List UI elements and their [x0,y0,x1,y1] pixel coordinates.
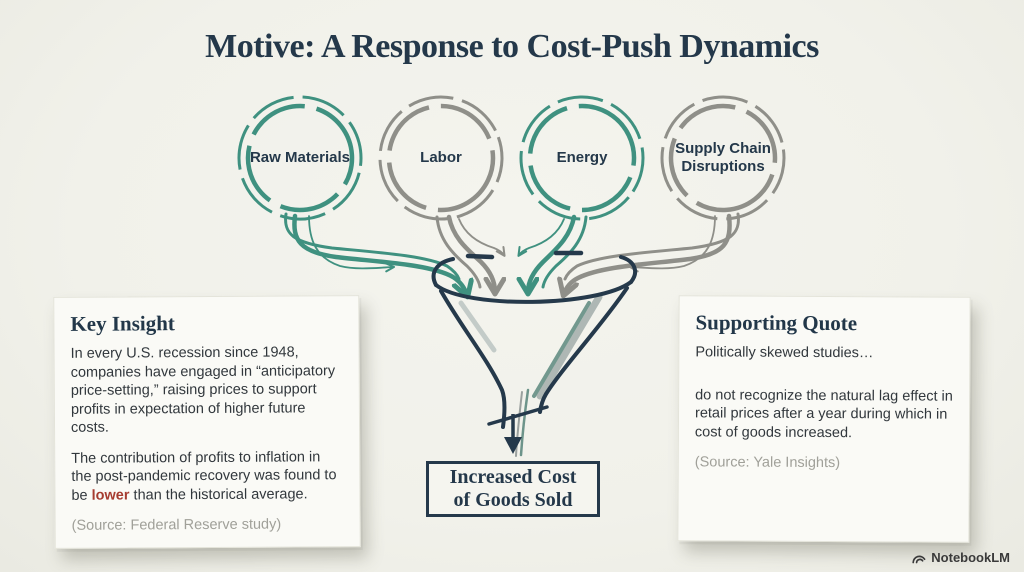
key-insight-source: (Source: Federal Reserve study) [71,516,282,535]
supporting-quote-paragraph-1: Politically skewed studies… [695,344,874,362]
supporting-quote-title: Supporting Quote [695,310,858,336]
funnel-input-labor: Labor [420,148,462,166]
key-insight-paragraph-2-end: than the historical average. [129,486,308,504]
supporting-quote-paragraph-2: do not recognize the natural lag effect … [694,386,953,441]
arrow-energy [519,214,588,292]
funnel-input-raw-materials: Raw Materials [249,148,351,166]
key-insight-paragraph-2: The contribution of profits to inflation… [71,448,343,505]
funnel-output-box: Increased Cost of Goods Sold [426,461,600,517]
key-insight-card: Key Insight In every U.S. recession sinc… [53,295,361,549]
arrow-labor [435,214,504,292]
circle-ring-energy [519,95,645,221]
circle-ring-labor [378,95,504,221]
arrow-supply-chain [564,212,740,294]
supporting-quote-card: Supporting Quote Politically skewed stud… [677,295,971,543]
key-insight-paragraph-1: In every U.S. recession since 1948, comp… [70,344,336,437]
supporting-quote-source: (Source: Yale Insights) [694,454,841,472]
notebooklm-label: NotebookLM [931,550,1010,565]
page-title: Motive: A Response to Cost-Push Dynamics [205,28,819,65]
key-insight-highlight: lower [91,487,130,504]
notebooklm-watermark: NotebookLM [911,550,1010,565]
notebooklm-icon [912,555,926,563]
funnel-shape [431,250,638,457]
arrow-raw-materials [284,212,467,295]
key-insight-title: Key Insight [70,311,175,336]
funnel-input-supply-chain: Supply Chain Disruptions [675,139,771,175]
funnel-input-energy: Energy [556,148,608,166]
